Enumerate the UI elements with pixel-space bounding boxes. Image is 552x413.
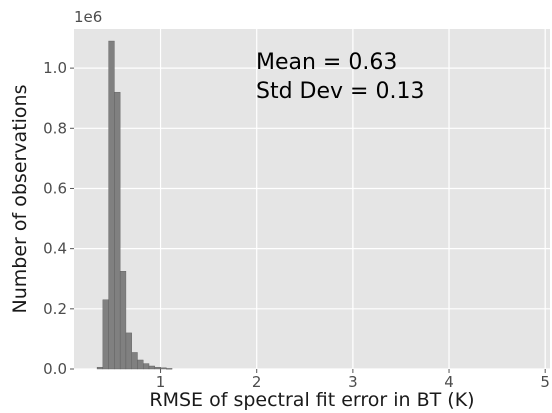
histogram-bar [143, 363, 150, 370]
y-tick-label: 0.6 [43, 179, 67, 197]
histogram-bar [148, 365, 155, 370]
y-tick-label: 0.4 [43, 240, 67, 258]
histogram-bar [119, 271, 127, 370]
x-tick-label: 4 [444, 373, 454, 391]
histogram-bar [160, 367, 167, 370]
histogram-bar [108, 40, 115, 370]
histogram-bar [114, 91, 121, 370]
y-axis-label: Number of observations [9, 85, 31, 314]
x-tick-label: 2 [252, 373, 262, 391]
y-tick-label: 0.0 [43, 360, 67, 378]
x-tick-label: 3 [348, 373, 358, 391]
histogram-bar [125, 332, 132, 370]
y-offset-label: 1e6 [74, 8, 102, 26]
histogram-bar [166, 368, 173, 370]
histogram-bar [154, 366, 161, 370]
histogram-bars [96, 40, 173, 370]
y-tick-label: 0.2 [43, 300, 67, 318]
mean-annotation: Mean = 0.63 [256, 50, 397, 75]
y-tick-label: 0.8 [43, 119, 67, 137]
y-tick-labels: 0.0 0.2 0.4 0.6 0.8 1.0 [43, 59, 74, 378]
histogram-bar [131, 352, 138, 370]
grid-lines [74, 29, 550, 370]
stddev-annotation: Std Dev = 0.13 [256, 79, 424, 104]
x-tick-label: 5 [540, 373, 550, 391]
histogram-bar [102, 299, 109, 370]
x-tick-label: 1 [156, 373, 166, 391]
histogram-bar [137, 359, 144, 370]
x-axis-label: RMSE of spectral fit error in BT (K) [149, 389, 474, 411]
plot-background [74, 29, 550, 369]
x-tick-labels: 1 2 3 4 5 [156, 369, 550, 391]
y-tick-label: 1.0 [43, 59, 67, 77]
histogram-bar [96, 366, 104, 370]
